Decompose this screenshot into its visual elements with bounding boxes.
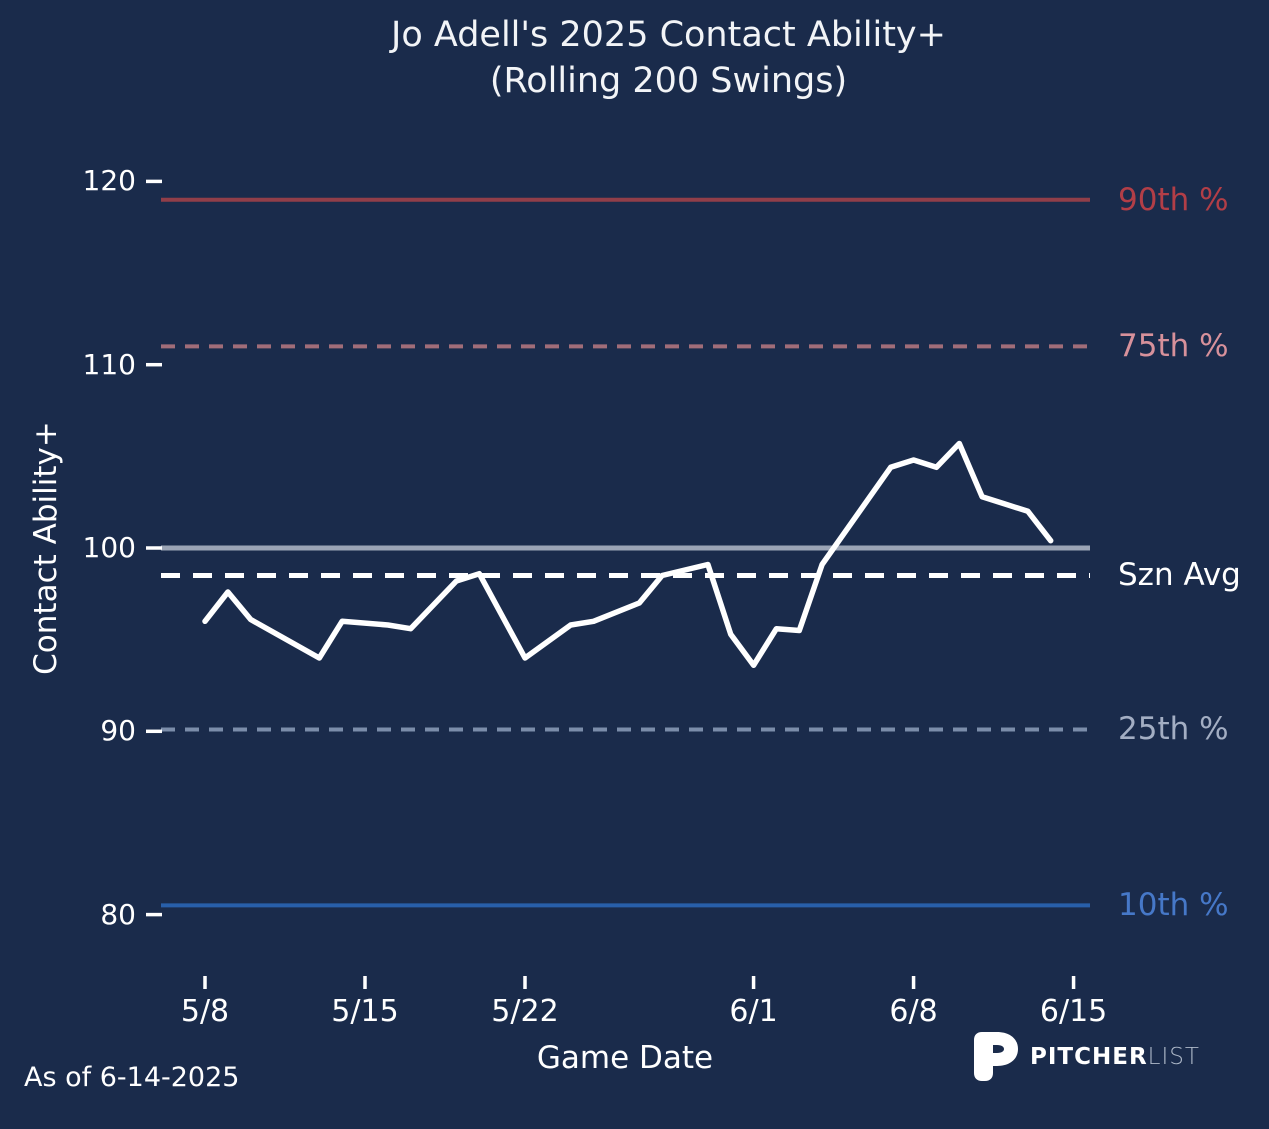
y-tick-label-90: 90 <box>100 714 136 748</box>
pitcherlist-p-icon <box>974 1032 1018 1081</box>
x-tick-label-6-8: 6/8 <box>889 994 938 1029</box>
as-of-date: As of 6-14-2025 <box>24 1062 240 1093</box>
ref-label-10th: 10th % <box>1118 887 1229 924</box>
chart-title-line1: Jo Adell's 2025 Contact Ability+ <box>391 15 946 55</box>
pitcherlist-wordmark: PITCHERLIST <box>1030 1044 1200 1070</box>
ref-label-25th: 25th % <box>1118 711 1229 748</box>
y-tick-label-100: 100 <box>82 531 136 564</box>
x-axis-title: Game Date <box>536 1040 714 1076</box>
x-tick-label-5-8: 5/8 <box>180 994 230 1029</box>
reference-lines <box>161 197 1090 908</box>
ref-label-szn-avg: Szn Avg <box>1118 557 1241 594</box>
ref-label-75th: 75th % <box>1118 328 1229 365</box>
chart-title: Jo Adell's 2025 Contact Ability+ (Rollin… <box>34 12 1269 104</box>
y-axis-title: Contact Ability+ <box>28 421 64 675</box>
x-tick-label-6-15: 6/15 <box>1039 994 1108 1029</box>
x-tick-label-5-22: 5/22 <box>491 994 559 1029</box>
axis-tick-marks <box>146 179 1076 989</box>
ref-label-90th: 90th % <box>1118 181 1229 218</box>
y-tick-label-110: 110 <box>82 347 136 381</box>
y-tick-label-80: 80 <box>100 897 136 931</box>
x-tick-label-5-15: 5/15 <box>331 994 399 1029</box>
y-tick-label-120: 120 <box>82 164 136 198</box>
rolling-contact-ability-line <box>202 440 1054 669</box>
x-tick-label-6-1: 6/1 <box>729 994 778 1029</box>
brand-list: LIST <box>1147 1043 1200 1070</box>
chart-title-line2: (Rolling 200 Swings) <box>489 61 848 101</box>
pitcherlist-logo: PITCHERLIST <box>972 1031 1200 1082</box>
brand-pitcher: PITCHER <box>1030 1043 1148 1070</box>
